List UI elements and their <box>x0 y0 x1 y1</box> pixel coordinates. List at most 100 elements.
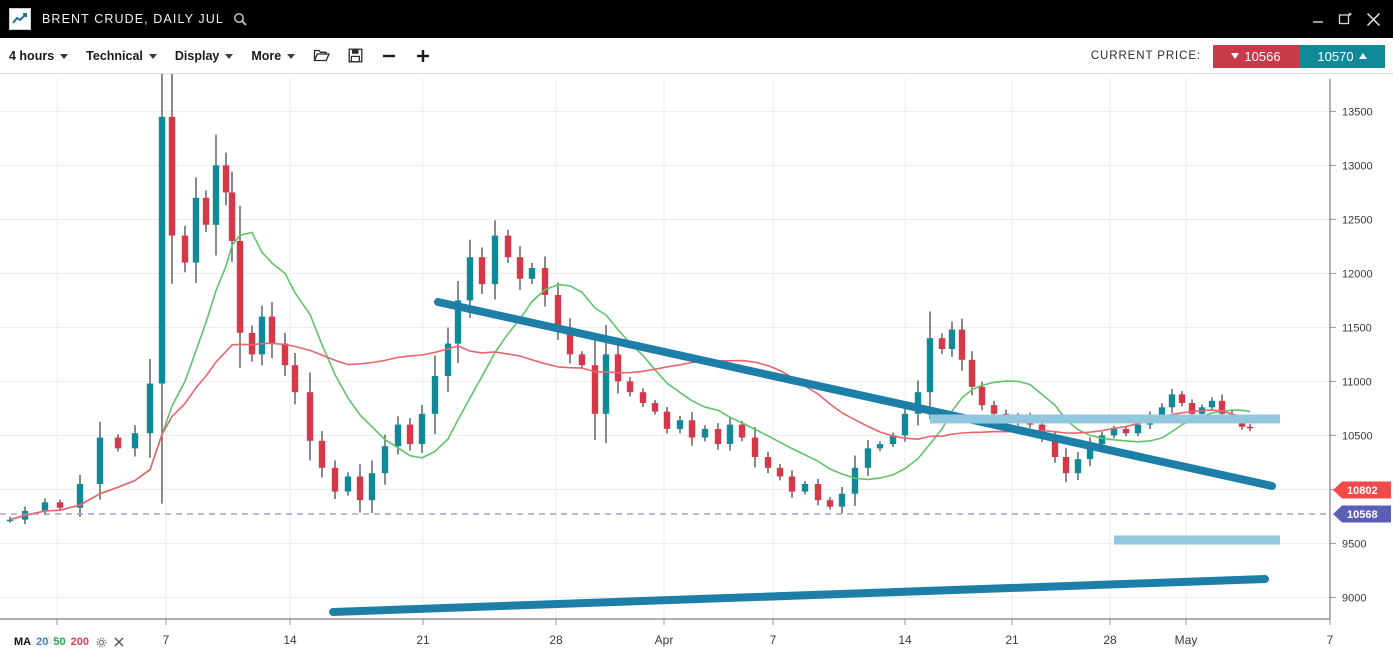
candle-up <box>41 502 49 511</box>
search-icon[interactable] <box>233 12 247 26</box>
candle-up <box>192 197 200 263</box>
candle-up <box>602 354 610 414</box>
ma-period-50: 50 <box>53 636 66 648</box>
y-axis-tick-label: 13500 <box>1342 106 1373 118</box>
ascending-support-trendline <box>329 575 1269 616</box>
candle-up <box>344 476 352 492</box>
open-folder-icon[interactable] <box>304 48 339 63</box>
candle-down <box>639 392 647 403</box>
x-axis-tick-label: 21 <box>416 633 430 647</box>
candle-up <box>1168 394 1176 408</box>
ma-200-line <box>9 342 1251 521</box>
candle-up <box>876 444 884 449</box>
candle-up <box>726 424 734 445</box>
resistance-zone-upper <box>930 414 1280 424</box>
candle-down <box>248 332 256 355</box>
candle-down <box>268 316 276 344</box>
minimize-button[interactable] <box>1311 12 1325 26</box>
candle-up <box>76 484 84 508</box>
x-axis-tick-label: 28 <box>549 633 563 647</box>
candle-down <box>626 381 634 393</box>
candle-up <box>1208 400 1216 408</box>
candle-down <box>541 268 549 295</box>
y-axis-tick-label: 12000 <box>1342 268 1373 280</box>
bid-price-badge[interactable]: 10566 <box>1213 44 1299 68</box>
candle-up <box>701 428 709 438</box>
chevron-down-icon <box>287 54 296 59</box>
close-button[interactable] <box>1366 12 1381 27</box>
gear-icon[interactable] <box>96 637 107 648</box>
candle-up <box>146 383 154 434</box>
ma-period-20: 20 <box>36 636 49 648</box>
candle-down <box>663 411 671 429</box>
candle-down <box>306 392 314 441</box>
candle-down <box>938 338 946 349</box>
candle-down <box>776 467 784 477</box>
candle-down <box>968 359 976 387</box>
candle-down <box>1051 437 1059 457</box>
candle-up <box>676 420 684 429</box>
more-menu[interactable]: More <box>242 38 304 73</box>
candle-down <box>318 440 326 468</box>
timeframe-menu-label: 4 hours <box>9 48 55 63</box>
line-chart-logo-icon <box>9 8 31 30</box>
x-axis-tick-label: 7 <box>163 633 170 647</box>
close-icon[interactable] <box>114 637 124 647</box>
candle-up <box>491 235 499 285</box>
price-marker-value: 10802 <box>1347 485 1378 497</box>
candle-down <box>516 257 524 279</box>
candle-up <box>1134 424 1142 434</box>
ma-indicator-legend[interactable]: MA 20 50 200 <box>12 635 126 649</box>
ask-price-value: 10570 <box>1317 48 1354 64</box>
restore-window-button[interactable] <box>1338 12 1353 26</box>
current-price-panel: CURRENT PRICE: 10566 10570 <box>1091 38 1385 74</box>
x-axis-tick-label: 7 <box>770 633 777 647</box>
candle-down <box>168 116 176 236</box>
candle-down <box>826 500 834 507</box>
candle-down <box>1218 400 1226 414</box>
candle-up <box>864 448 872 468</box>
display-menu[interactable]: Display <box>166 38 242 73</box>
price-chart[interactable]: 9000950010000105001100011500120001250013… <box>0 74 1393 651</box>
candle-up <box>454 300 462 344</box>
chevron-down-icon <box>60 54 69 59</box>
zoom-out-icon[interactable] <box>372 49 406 63</box>
x-axis-tick-label: Apr <box>655 633 674 647</box>
candle-up <box>851 467 859 494</box>
candle-down <box>958 329 966 360</box>
candle-down <box>281 343 289 366</box>
ma-price-marker: 10802 <box>1333 481 1391 499</box>
candle-down <box>814 484 822 501</box>
y-axis-tick-label: 11000 <box>1342 376 1372 388</box>
save-disk-icon[interactable] <box>339 48 372 63</box>
candle-down <box>978 386 986 406</box>
x-axis-tick-label: 14 <box>283 633 297 647</box>
y-axis-tick-label: 10500 <box>1342 430 1373 442</box>
candle-up <box>1110 428 1118 436</box>
descending-resistance-trendline <box>434 298 1276 490</box>
technical-menu[interactable]: Technical <box>77 38 166 73</box>
chevron-down-icon <box>148 54 157 59</box>
chart-canvas[interactable]: 9000950010000105001100011500120001250013… <box>0 74 1393 651</box>
candle-down <box>478 257 486 285</box>
candle-up <box>948 329 956 349</box>
x-axis-tick-label: 28 <box>1103 633 1117 647</box>
candle-down <box>566 327 574 355</box>
candle-up <box>258 316 266 355</box>
candle-down <box>222 165 230 193</box>
y-axis-tick-label: 13000 <box>1342 160 1373 172</box>
candle-down <box>591 365 599 414</box>
candle-down <box>714 428 722 445</box>
candle-up <box>914 392 922 414</box>
candle-up <box>926 338 934 393</box>
zoom-in-icon[interactable] <box>406 48 440 64</box>
candle-down <box>738 424 746 438</box>
candle-up <box>1098 435 1106 445</box>
y-axis-tick-label: 12500 <box>1342 214 1373 226</box>
candle-down <box>1122 428 1130 434</box>
timeframe-menu[interactable]: 4 hours <box>0 38 77 73</box>
candle-down <box>1188 403 1196 414</box>
ask-price-badge[interactable]: 10570 <box>1299 44 1385 68</box>
bid-price-value: 10566 <box>1244 48 1281 64</box>
candle-up <box>6 519 14 522</box>
